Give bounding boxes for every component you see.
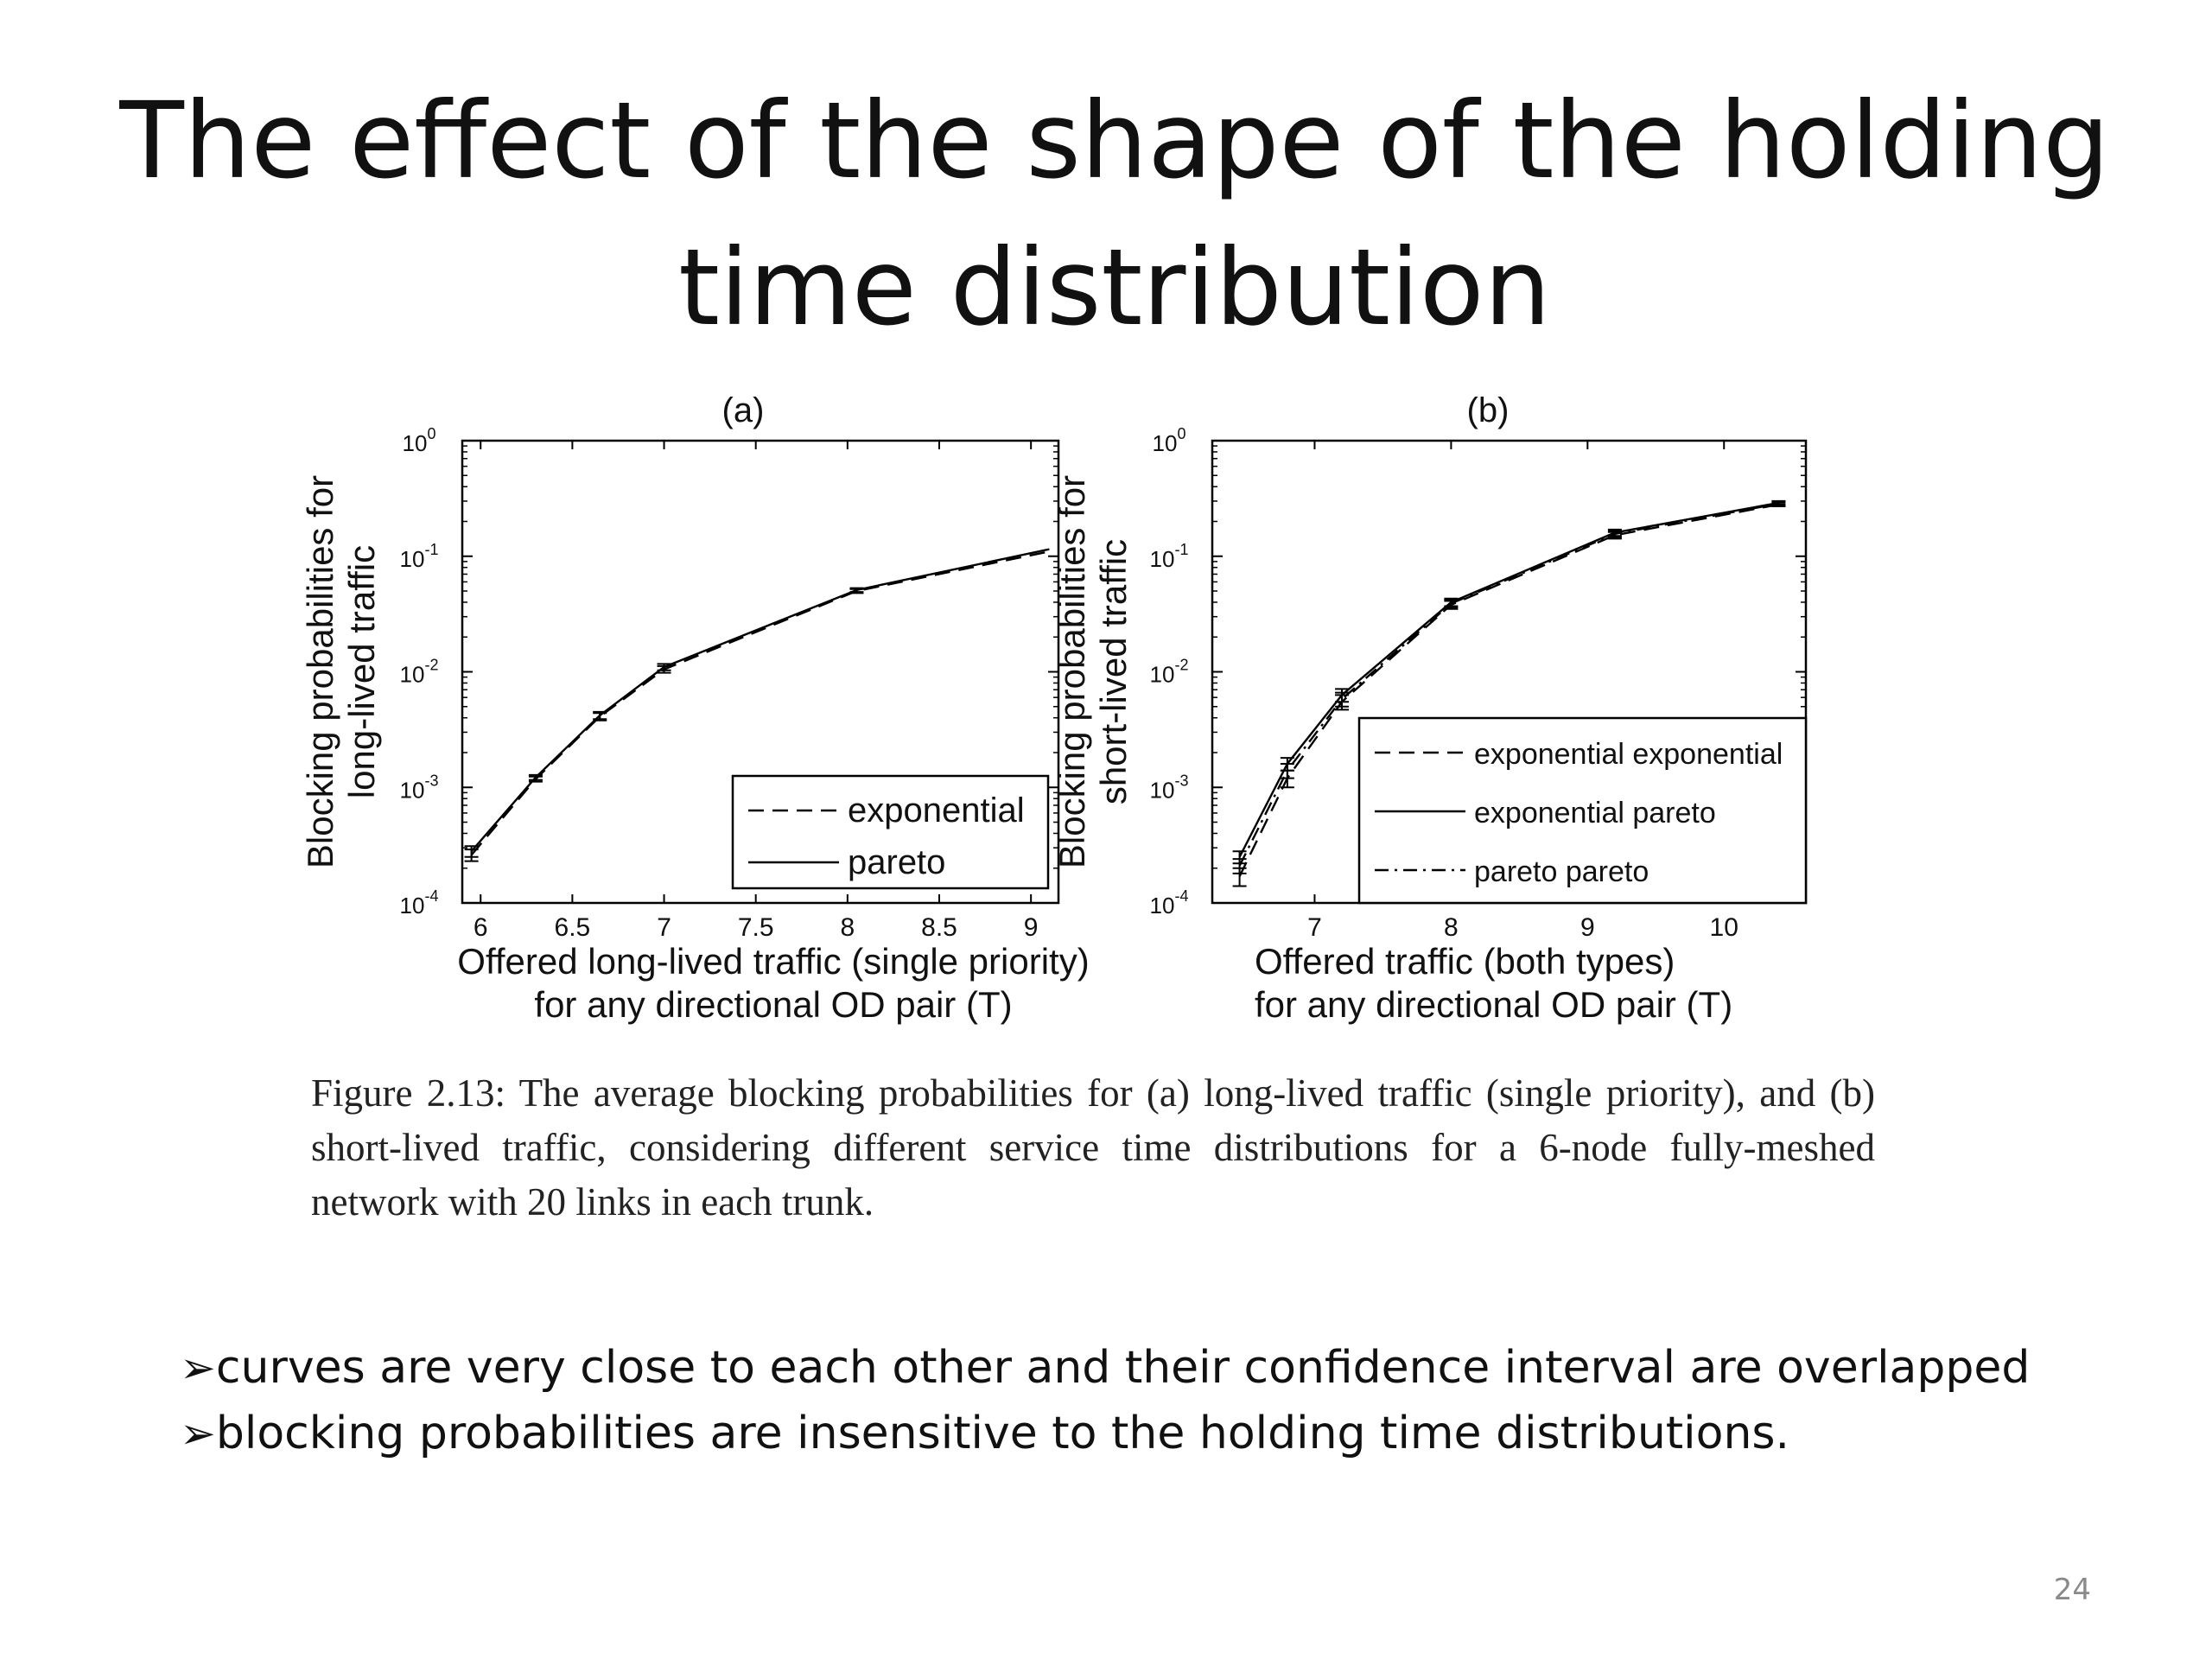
y-tick-label: 100 — [1153, 425, 1186, 456]
bullet-item: ➢blocking probabilities are insensitive … — [180, 1401, 2081, 1466]
legend-label: exponential exponential — [1474, 738, 1783, 771]
y-tick-label: 10-4 — [400, 887, 439, 918]
legend-label: pareto — [848, 843, 945, 881]
x-axis-label: Offered traffic (both types) for any dire… — [1255, 941, 1732, 1025]
x-tick-label: 8 — [841, 913, 855, 942]
arrow-bullet-icon: ➢ — [180, 1343, 216, 1393]
legend-label: exponential — [848, 791, 1025, 830]
series-line — [1238, 502, 1779, 867]
y-tick-label: 10-2 — [1150, 657, 1189, 688]
x-tick-label: 10 — [1710, 913, 1738, 942]
y-axis-label: Blocking probabilities forshort-lived tr… — [1052, 475, 1134, 868]
slide-title: The effect of the shape of the holding t… — [119, 79, 2110, 349]
bullet-list: ➢curves are very close to each other and… — [180, 1335, 2081, 1466]
series-line — [1238, 501, 1779, 858]
x-tick-label: 8.5 — [921, 913, 957, 942]
series-line — [1238, 503, 1779, 877]
legend-label: pareto pareto — [1474, 855, 1649, 888]
chart-panel-a: (a) 6 6.5 7 7.5 8 8.5 9 10-4 10-3 10-2 10-1 100 Offer… — [300, 391, 1090, 1025]
y-tick-label: 10-3 — [400, 772, 439, 803]
bullet-item: ➢curves are very close to each other and… — [180, 1335, 2081, 1401]
y-tick-label: 10-3 — [1150, 772, 1189, 803]
series-line — [470, 548, 1050, 852]
y-axis-label: Blocking probabilities forlong-lived tra… — [300, 475, 382, 868]
panel-title: (b) — [1467, 391, 1510, 429]
y-tick-label: 10-2 — [400, 657, 439, 688]
panel-title: (a) — [722, 391, 765, 429]
y-tick-label: 10-4 — [1150, 887, 1189, 918]
legend-label: exponential pareto — [1474, 797, 1716, 830]
x-tick-label: 7 — [657, 913, 671, 942]
x-tick-label: 9 — [1580, 913, 1595, 942]
y-tick-label: 10-1 — [400, 541, 439, 572]
page-number: 24 — [2053, 1573, 2091, 1607]
series-line — [470, 550, 1050, 856]
y-tick-label: 100 — [403, 425, 436, 456]
figure-caption: Figure 2.13: The average blocking probab… — [311, 1071, 1875, 1224]
x-tick-label: 7 — [1307, 913, 1322, 942]
bullet-text: blocking probabilities are insensitive t… — [215, 1408, 1790, 1459]
x-tick-label: 6 — [474, 913, 488, 942]
x-tick-label: 8 — [1444, 913, 1459, 942]
arrow-bullet-icon: ➢ — [180, 1408, 216, 1459]
x-axis-label: Offered long-lived traffic (single prior… — [457, 941, 1089, 1025]
chart-panel-b: (b) 7 8 9 10 10-4 10-3 10-2 10-1 100 Offered traff… — [1052, 391, 1808, 1025]
x-tick-label: 7.5 — [738, 913, 774, 942]
x-tick-label: 6.5 — [555, 913, 591, 942]
y-tick-label: 10-1 — [1150, 541, 1189, 572]
bullet-text: curves are very close to each other and … — [215, 1342, 2031, 1394]
x-tick-label: 9 — [1024, 913, 1039, 942]
legend-box — [731, 774, 1050, 890]
